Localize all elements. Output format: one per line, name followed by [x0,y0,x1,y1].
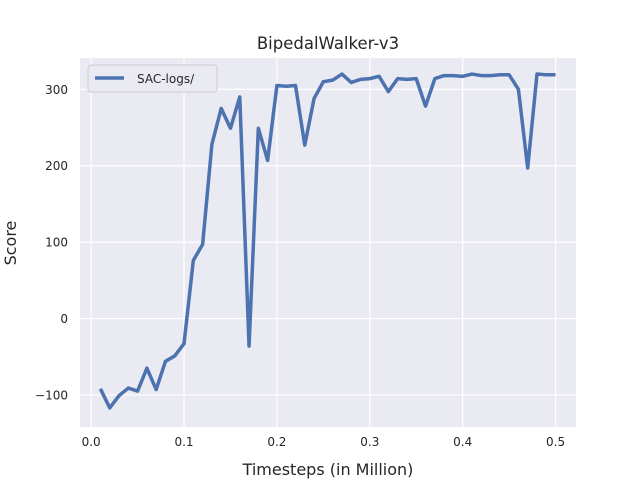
x-tick-label: 0.2 [267,435,286,449]
y-tick-label: 300 [45,83,68,97]
y-tick-label: 100 [45,236,68,250]
x-tick-label: 0.3 [360,435,379,449]
y-tick-labels: −100 0 100 200 300 [35,83,68,403]
x-tick-label: 0.1 [174,435,193,449]
legend-box [87,64,218,93]
series-lines [98,72,556,410]
chart-title: BipedalWalker-v3 [257,34,399,53]
x-axis-label: Timesteps (in Million) [242,460,414,479]
x-tick-label: 0.0 [82,435,101,449]
legend-label: SAC-logs/ [137,72,195,86]
x-tick-labels: 0.0 0.1 0.2 0.3 0.4 0.5 [82,435,566,449]
series-line-0 [98,72,556,410]
y-tick-label: 0 [60,312,68,326]
y-tick-label: 200 [45,159,68,173]
grid-lines [80,58,576,427]
y-axis-label: Score [1,221,20,266]
x-tick-label: 0.4 [453,435,472,449]
x-tick-label: 0.5 [546,435,565,449]
legend: SAC-logs/ [87,64,218,93]
y-tick-label: −100 [35,388,68,402]
